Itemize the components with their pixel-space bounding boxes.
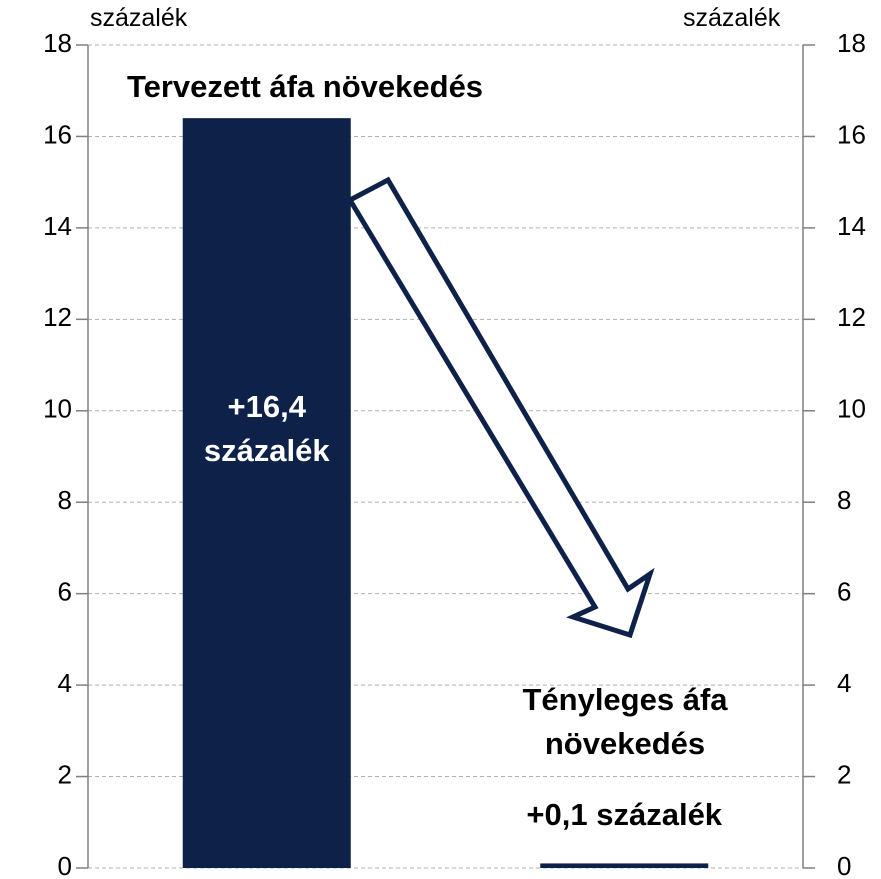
value-label: +0,1 százalék: [526, 797, 723, 832]
bar: [182, 118, 351, 868]
y2-tick-label: 6: [837, 577, 851, 607]
annotation: Tervezett áfa növekedés: [126, 69, 484, 104]
y-tick-label: 4: [58, 668, 72, 698]
y2-tick-label: 14: [837, 211, 866, 241]
y-tick-label: 6: [58, 577, 72, 607]
y2-tick-label: 8: [837, 485, 851, 515]
y-tick-label: 12: [43, 302, 72, 332]
y-tick-label: 0: [58, 851, 72, 879]
y2-tick-label: 2: [837, 759, 851, 789]
y2-axis-label: százalék: [683, 4, 781, 32]
y-tick-label: 16: [43, 119, 72, 149]
y-tick-label: 2: [58, 759, 72, 789]
y-tick-label: 14: [43, 211, 72, 241]
annotation: Tényleges áfa növekedés: [522, 682, 728, 761]
y2-tick-label: 0: [837, 851, 851, 879]
y2-tick-label: 12: [837, 302, 866, 332]
arrow: [346, 176, 655, 639]
y2-tick-label: 4: [837, 668, 851, 698]
y2-tick-label: 10: [837, 394, 866, 424]
bar: [540, 863, 709, 868]
y-axis-label: százalék: [90, 4, 188, 32]
y2-tick-label: 18: [837, 28, 866, 58]
value-label: +16,4 százalék: [203, 389, 330, 468]
y-tick-label: 10: [43, 394, 72, 424]
y-tick-label: 8: [58, 485, 72, 515]
y-tick-label: 18: [43, 28, 72, 58]
y2-tick-label: 16: [837, 119, 866, 149]
